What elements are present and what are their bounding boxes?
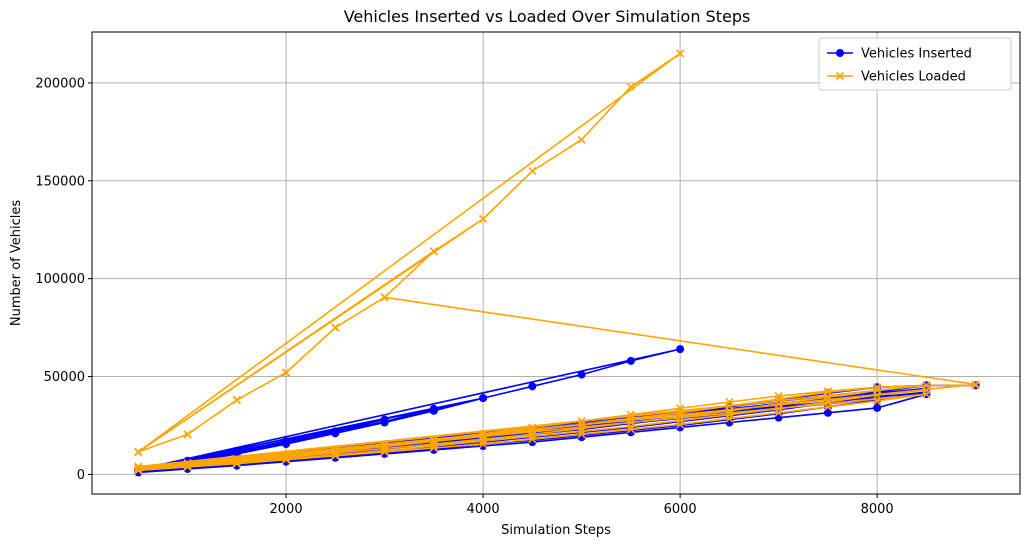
data-point xyxy=(922,381,931,390)
legend-marker xyxy=(835,71,845,81)
data-point xyxy=(626,82,635,91)
data-point xyxy=(528,426,537,435)
data-point xyxy=(479,429,488,438)
data-point xyxy=(331,445,340,454)
data-point xyxy=(626,356,635,365)
data-point xyxy=(577,370,586,379)
data-point xyxy=(577,420,586,429)
data-point xyxy=(873,386,882,395)
data-point xyxy=(134,447,143,456)
data-point xyxy=(380,293,389,302)
legend-label: Vehicles Loaded xyxy=(861,70,966,85)
y-tick-label: 200000 xyxy=(35,76,85,91)
plot-frame xyxy=(91,31,1021,495)
data-point xyxy=(331,323,340,332)
data-point xyxy=(528,166,537,176)
data-point xyxy=(331,427,340,436)
data-point xyxy=(380,440,389,449)
data-point xyxy=(971,381,980,390)
data-point xyxy=(331,448,340,457)
data-point xyxy=(429,404,438,413)
data-point xyxy=(183,462,192,471)
chart-title: Vehicles Inserted vs Loaded Over Simulat… xyxy=(344,7,751,26)
data-point xyxy=(429,435,438,444)
data-point xyxy=(282,437,291,446)
legend-item: Vehicles Loaded xyxy=(827,70,966,85)
x-tick-label: 2000 xyxy=(270,502,303,517)
data-point xyxy=(774,394,783,404)
data-point xyxy=(479,432,488,441)
y-tick-label: 100000 xyxy=(35,272,85,287)
data-point xyxy=(232,456,241,465)
data-point xyxy=(626,425,635,434)
data-point xyxy=(577,427,586,436)
data-point xyxy=(380,415,389,424)
data-point xyxy=(873,396,882,406)
legend-label: Vehicles Inserted xyxy=(861,47,972,62)
data-point xyxy=(429,247,438,256)
data-point xyxy=(725,397,734,407)
data-point xyxy=(479,394,488,403)
data-point xyxy=(528,432,537,441)
data-point xyxy=(282,453,291,462)
data-point xyxy=(183,459,192,468)
data-point xyxy=(232,395,241,405)
y-tick-label: 150000 xyxy=(35,174,85,189)
series-layer xyxy=(134,49,980,477)
x-tick-label: 4000 xyxy=(467,502,500,517)
data-point xyxy=(282,368,291,377)
data-point xyxy=(676,49,685,58)
data-point xyxy=(380,442,389,451)
data-point xyxy=(528,423,537,432)
legend-item: Vehicles Inserted xyxy=(827,47,972,62)
data-point xyxy=(429,437,438,446)
y-axis-label: Number of Vehicles xyxy=(9,200,24,327)
data-point xyxy=(183,430,192,439)
data-point xyxy=(577,417,586,426)
data-point xyxy=(134,462,143,471)
data-point xyxy=(823,387,832,396)
legend-box xyxy=(818,37,1012,91)
axis-ticks: 2000 4000 6000 8000 0 50000 100000 150000 200000 xyxy=(35,76,893,517)
data-point xyxy=(676,404,685,413)
data-point xyxy=(282,451,291,460)
data-point xyxy=(479,214,488,224)
series-line xyxy=(137,52,977,472)
y-tick-label: 50000 xyxy=(44,370,85,385)
x-axis-label: Simulation Steps xyxy=(501,523,611,538)
x-tick-label: 8000 xyxy=(861,502,894,517)
data-point xyxy=(577,135,586,144)
legend-marker xyxy=(836,49,844,57)
data-point xyxy=(873,403,882,412)
x-tick-label: 6000 xyxy=(664,502,697,517)
data-point xyxy=(232,454,241,463)
series-vehicles-loaded xyxy=(134,49,980,475)
legend: Vehicles Inserted Vehicles Loaded xyxy=(818,37,1012,91)
data-point xyxy=(528,382,537,391)
data-point xyxy=(232,446,241,455)
data-point xyxy=(676,345,685,354)
data-point xyxy=(774,392,783,401)
data-point xyxy=(331,447,340,456)
data-point xyxy=(577,430,586,439)
data-point xyxy=(873,383,882,392)
y-tick-label: 0 xyxy=(77,468,85,483)
data-point xyxy=(282,450,291,459)
data-point xyxy=(626,410,635,419)
data-point xyxy=(823,408,832,417)
